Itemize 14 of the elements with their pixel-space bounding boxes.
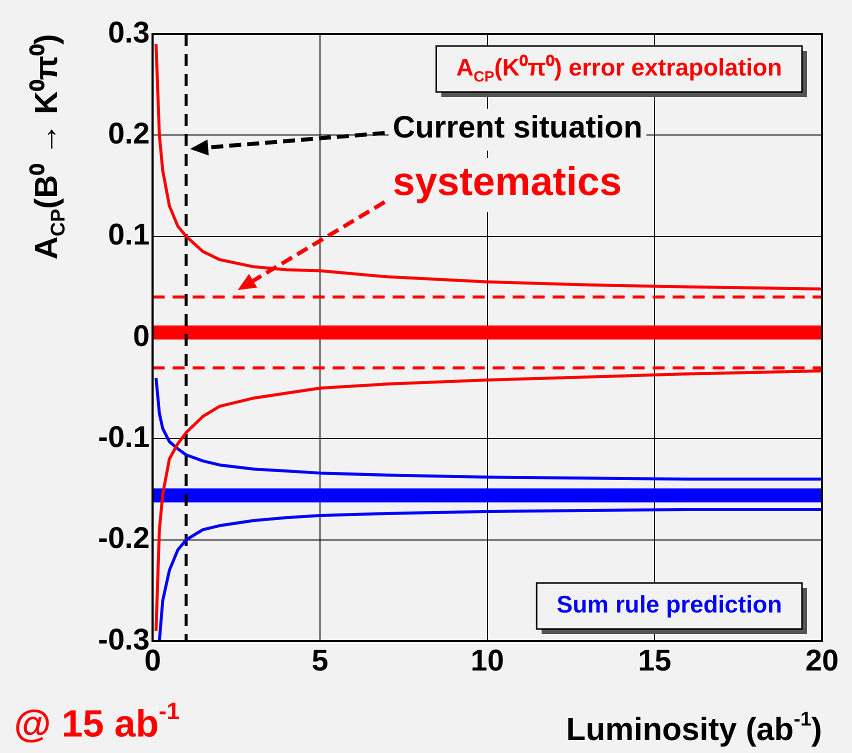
x-tick-label: 10: [470, 644, 504, 678]
annotation: systematics: [392, 160, 622, 204]
y-tick-label: 0.3: [108, 16, 150, 50]
y-tick-label: 0.2: [108, 117, 150, 150]
x-tick-label: 5: [312, 644, 328, 678]
annotation: Current situation: [392, 110, 642, 145]
y-axis-title: ACP(B⁰ → K⁰π⁰): [28, 34, 70, 260]
y-tick-label: -0.2: [98, 522, 150, 556]
y-tick-label: 0: [133, 320, 150, 353]
y-tick-label: -0.1: [98, 420, 150, 454]
x-tick-label: 15: [638, 644, 672, 678]
x-tick-label: 20: [805, 644, 839, 678]
y-tick-label: 0.1: [108, 218, 150, 252]
text: Sum rule prediction: [556, 592, 782, 619]
